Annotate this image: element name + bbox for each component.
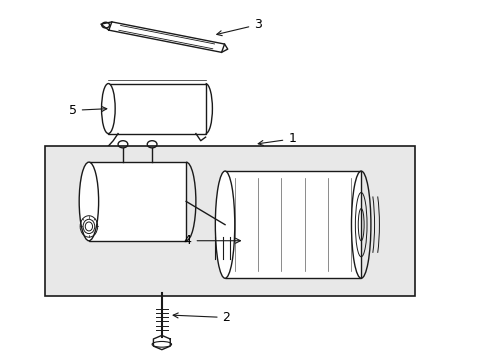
Bar — [108, 84, 205, 134]
Ellipse shape — [102, 84, 115, 134]
Text: 1: 1 — [258, 132, 296, 145]
Ellipse shape — [215, 171, 234, 278]
Text: 2: 2 — [173, 311, 230, 324]
Bar — [224, 171, 361, 278]
Text: 3: 3 — [216, 18, 262, 36]
Bar — [89, 162, 186, 241]
Ellipse shape — [79, 162, 99, 241]
Text: 4: 4 — [183, 234, 240, 247]
Bar — [45, 146, 414, 296]
Text: 5: 5 — [69, 104, 106, 117]
